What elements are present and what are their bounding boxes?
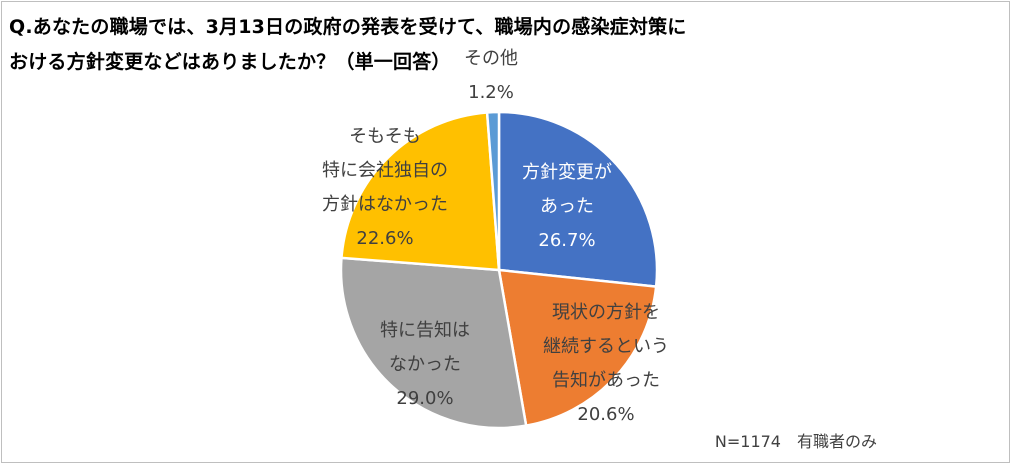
slice-value-label-4: 1.2% [468,82,514,103]
slice-category-label-0: 方針変更が [522,162,612,183]
chart-title-line1: Q.あなたの職場では、3月13日の政府の発表を受けて、職場内の感染症対策に [9,16,687,38]
slice-category-label-2: 特に告知は [380,320,470,341]
sample-size-note: N=1174 有職者のみ [714,432,877,451]
slice-category-label-1: 継続するという [543,336,669,357]
slice-category-label-3: 方針はなかった [322,194,448,215]
slice-category-label-0: あった [540,196,594,217]
pie-slice-4 [485,110,501,271]
slice-value-label-1: 20.6% [577,404,634,425]
slice-value-label-0: 26.7% [538,230,595,251]
slice-value-label-3: 22.6% [356,228,413,249]
slice-category-label-4: その他 [464,48,518,69]
slice-category-label-1: 現状の方針を [552,302,660,323]
pie-slice-0 [497,110,659,288]
pie-slice-3 [340,111,501,272]
slice-category-label-1: 告知があった [552,370,660,391]
slice-category-label-3: そもそも [349,126,421,147]
pie-slice-1 [497,268,658,428]
slice-value-label-2: 29.0% [396,388,453,409]
slice-category-label-2: なかった [389,354,461,375]
pie-slice-2 [339,256,528,430]
chart-title-line2: おける方針変更などはありましたか？（単一回答） [9,51,451,73]
slice-category-label-3: 特に会社独自の [322,160,448,181]
